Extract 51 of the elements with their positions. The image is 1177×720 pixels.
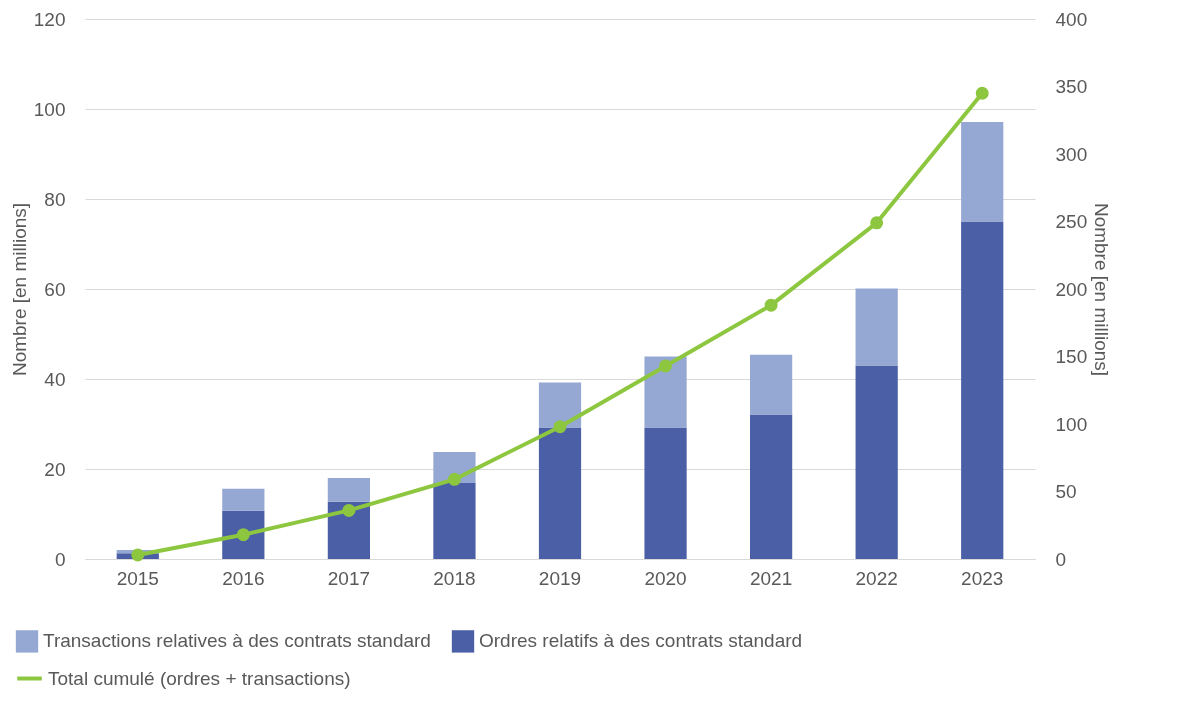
point [447, 472, 461, 486]
y-tick-label: 20 [44, 458, 66, 480]
y-tick-label: 80 [44, 188, 66, 210]
x-tick-label: 2016 [222, 567, 265, 589]
x-tick-label: 2017 [327, 567, 371, 589]
x-tick-label: 2018 [433, 567, 476, 589]
y-tick-label: 40 [44, 368, 66, 390]
y2-tick-label: 150 [1055, 346, 1088, 367]
y-tick-label: 60 [44, 278, 66, 300]
point [342, 503, 356, 517]
x-tick-label: 2023 [961, 567, 1004, 589]
y-axis-title: Nombre [en millions] [8, 202, 30, 377]
y2-tick-label: 50 [1055, 481, 1077, 502]
y-tick-label: 100 [33, 98, 66, 120]
bar [327, 478, 370, 502]
y-tick-label: 0 [54, 548, 66, 570]
legend-label: Ordres relatifs à des contrats standard [479, 630, 803, 652]
y2-tick-label: 400 [1055, 8, 1088, 30]
y2-tick-label: 250 [1055, 211, 1088, 232]
bar [855, 365, 898, 559]
y2-tick-label: 0 [1055, 548, 1067, 570]
bar [644, 356, 687, 428]
y2-tick-label: 200 [1055, 278, 1088, 300]
y2-tick-label: 100 [1055, 413, 1088, 435]
bar [538, 382, 582, 428]
legend-label: Total cumulé (ordres + transactions) [48, 667, 351, 689]
x-tick-label: 2015 [116, 567, 159, 589]
bar [961, 221, 1004, 559]
point [764, 298, 778, 312]
x-tick-label: 2019 [538, 567, 582, 589]
bar [644, 427, 687, 559]
legend-label: Transactions relatives à des contrats standard [43, 630, 431, 652]
point [553, 420, 567, 434]
y-tick-label: 120 [33, 8, 66, 30]
bar [961, 122, 1004, 222]
bar [750, 354, 793, 415]
bar [538, 427, 582, 559]
point [659, 359, 673, 373]
bar [855, 288, 898, 366]
y2-tick-label: 350 [1055, 76, 1088, 97]
y2-axis-title: Nombre [en millions] [1091, 202, 1113, 377]
bar [222, 488, 265, 511]
point [131, 548, 145, 562]
y2-tick-label: 300 [1055, 143, 1088, 165]
x-tick-label: 2021 [749, 567, 793, 589]
point [975, 86, 989, 100]
bar [750, 414, 793, 559]
point [870, 216, 884, 230]
bar [433, 482, 476, 559]
x-tick-label: 2020 [644, 567, 687, 589]
x-tick-label: 2022 [855, 567, 898, 589]
